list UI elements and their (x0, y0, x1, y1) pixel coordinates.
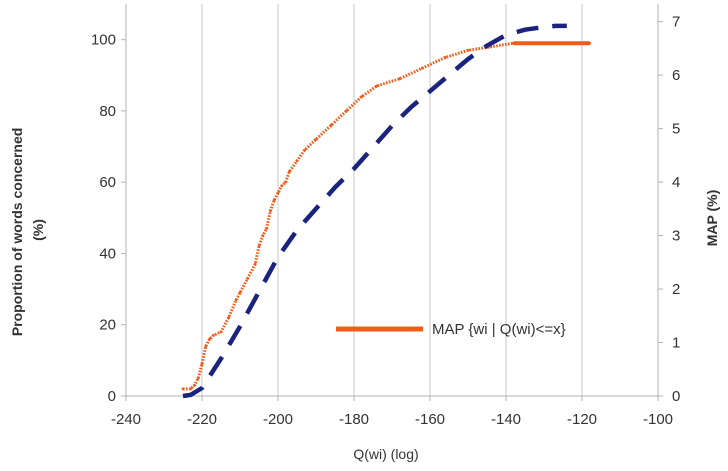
y-right-tick-label: 2 (672, 281, 680, 298)
y-left-tick-label: 20 (99, 317, 116, 334)
series-point-proportion (345, 109, 348, 113)
y-left-tick-label: 80 (99, 103, 116, 120)
series-point-proportion (466, 48, 470, 52)
x-tick-label: -160 (415, 411, 445, 428)
series-point-proportion (261, 234, 265, 238)
series-point-proportion (542, 41, 546, 45)
x-tick-label: -180 (339, 411, 369, 428)
series-point-proportion (284, 180, 287, 184)
y-right-tick-labels: 0 1 2 3 4 5 6 7 (672, 14, 680, 405)
series-point-proportion (227, 316, 231, 319)
y-right-tick-label: 0 (672, 388, 680, 405)
x-axis-title: Q(wi) (log) (353, 446, 418, 462)
y-left-tick-label: 40 (99, 245, 116, 262)
y-right-axis-title: MAP (%) (704, 190, 720, 247)
series-point-proportion (265, 227, 268, 230)
y-right-tick-label: 5 (672, 121, 680, 138)
y-left-axis-title-line-1: Proportion of words concerned (9, 128, 25, 336)
series-point-proportion (588, 41, 591, 45)
series-point-proportion (295, 159, 299, 163)
legend: MAP {wi | Q(wi)<=x} (336, 321, 566, 338)
series-point-proportion (181, 387, 185, 391)
series-point-proportion (512, 41, 515, 45)
x-tick-label: -140 (491, 411, 521, 428)
series-point-proportion (253, 262, 257, 266)
x-tick-label: -120 (567, 411, 597, 428)
x-tick-label: -220 (187, 411, 217, 428)
y-right-tick-label: 1 (672, 335, 680, 352)
y-left-axis-title: Proportion of words concerned (%) (9, 124, 46, 336)
series-point-proportion (398, 77, 401, 81)
series-point-proportion (561, 41, 565, 45)
series-layer (181, 23, 591, 399)
series-point-proportion (329, 123, 333, 127)
series-point-proportion (303, 148, 306, 152)
series-point-proportion (276, 191, 280, 195)
series-point-proportion (375, 84, 379, 88)
y-left-axis-title-line-2: (%) (30, 219, 46, 241)
series-point-proportion (196, 376, 200, 380)
legend-label: MAP {wi | Q(wi)<=x} (432, 321, 566, 338)
series-line-proportion (183, 41, 590, 391)
series-point-proportion (234, 298, 238, 302)
y-right-tick-label: 4 (672, 174, 680, 191)
series-point-proportion (280, 184, 284, 188)
axes (121, 4, 663, 401)
series-point-proportion (238, 291, 242, 295)
series-point-proportion (443, 56, 447, 59)
y-left-tick-label: 60 (99, 174, 116, 191)
series-point-proportion (288, 170, 291, 173)
series-point-proportion (212, 334, 215, 337)
y-right-tick-label: 6 (672, 67, 680, 84)
y-left-tick-label: 0 (108, 388, 116, 405)
series-point-proportion (360, 95, 363, 99)
series-point-proportion (421, 66, 424, 70)
y-right-tick-label: 3 (672, 228, 680, 245)
series-line-map (182, 23, 567, 399)
series-point-proportion (200, 362, 204, 366)
y-right-tick-label: 7 (672, 14, 680, 31)
series-point-proportion (272, 198, 276, 202)
series-point-proportion (269, 209, 272, 213)
x-tick-label: -240 (111, 411, 141, 428)
series-point-proportion (189, 387, 193, 391)
series-point-proportion (219, 330, 223, 334)
x-tick-label: -100 (643, 411, 673, 428)
grid-lines (201, 4, 659, 396)
x-tick-label: -200 (263, 411, 293, 428)
series-point-proportion (246, 277, 250, 280)
y-left-tick-label: 100 (91, 32, 116, 49)
y-left-tick-labels: 0 20 40 60 80 100 (91, 32, 116, 405)
series-point-proportion (208, 337, 212, 341)
x-tick-labels: -240 -220 -200 -180 -160 -140 -120 -100 (111, 411, 673, 428)
series-point-proportion (193, 383, 196, 387)
series-point-proportion (257, 244, 261, 248)
series-point-proportion (204, 344, 208, 348)
series-point-proportion (314, 138, 318, 141)
